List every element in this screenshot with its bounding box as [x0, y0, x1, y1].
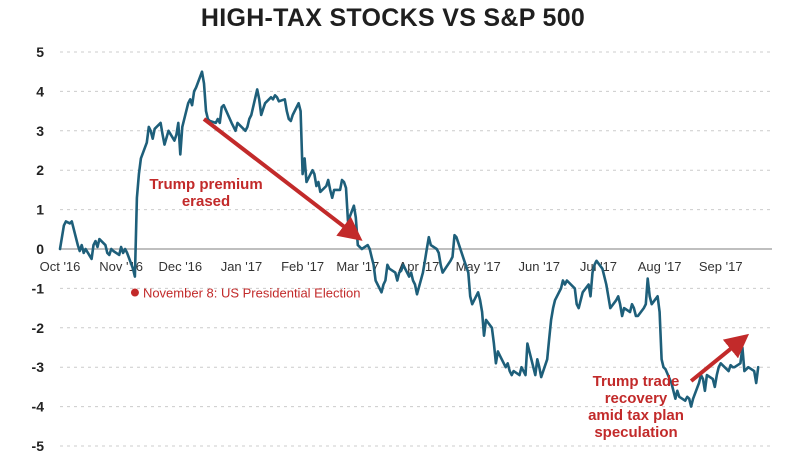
- annotation-text: amid tax plan: [588, 407, 684, 424]
- x-tick-label: Jan '17: [221, 259, 263, 274]
- series-layer: [58, 70, 760, 408]
- annotation-arrow: [689, 333, 750, 383]
- x-tick-label: Aug '17: [638, 259, 682, 274]
- y-tick-label: -4: [32, 399, 45, 415]
- annotation-arrow: [202, 117, 363, 241]
- gridlines: [60, 51, 772, 447]
- y-tick-label: -2: [32, 320, 45, 336]
- x-axis-ticks: Oct '16 Nov '16 Dec '16 Jan '17 Feb '17 Mar '…: [40, 259, 743, 274]
- y-axis-ticks: 5 4 3 2 1 0 -1 -2 -3 -4 -5: [32, 44, 45, 454]
- y-tick-label: 3: [36, 123, 44, 139]
- annotation-text: erased: [182, 193, 230, 210]
- series-line: [58, 70, 760, 408]
- y-tick-label: -5: [32, 438, 45, 454]
- x-tick-label: Feb '17: [281, 259, 324, 274]
- x-tick-label: Jun '17: [519, 259, 561, 274]
- annotation-text: speculation: [594, 424, 677, 441]
- y-tick-label: 1: [36, 202, 44, 218]
- y-tick-label: -3: [32, 359, 45, 375]
- annotation-text: Trump premium: [149, 176, 262, 193]
- event-label: November 8: US Presidential Election: [143, 286, 361, 301]
- x-tick-label: May '17: [456, 259, 501, 274]
- y-tick-label: 4: [36, 83, 44, 99]
- x-tick-label: Oct '16: [40, 259, 81, 274]
- x-tick-label: Mar '17: [336, 259, 379, 274]
- x-tick-label: Jul '17: [580, 259, 617, 274]
- y-tick-label: 5: [36, 44, 44, 60]
- annotation-text: recovery: [605, 390, 668, 407]
- y-tick-label: 0: [36, 241, 44, 257]
- y-tick-label: 2: [36, 162, 44, 178]
- event-marker: [130, 288, 139, 297]
- x-tick-label: Apr '17: [399, 259, 440, 274]
- x-tick-label: Sep '17: [699, 259, 743, 274]
- x-tick-label: Dec '16: [158, 259, 202, 274]
- y-tick-label: -1: [32, 280, 45, 296]
- chart-title: HIGH-TAX STOCKS VS S&P 500: [200, 4, 586, 32]
- annotation-text: Trump trade: [593, 373, 680, 390]
